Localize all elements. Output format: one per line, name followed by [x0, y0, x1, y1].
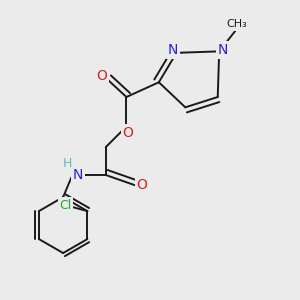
Text: N: N: [218, 43, 228, 57]
Text: O: O: [136, 178, 147, 192]
Text: CH₃: CH₃: [226, 19, 247, 29]
Text: N: N: [168, 44, 178, 58]
Text: Cl: Cl: [59, 199, 71, 212]
Text: O: O: [96, 69, 107, 83]
Text: H: H: [63, 157, 72, 170]
Text: O: O: [122, 126, 134, 140]
Text: N: N: [73, 168, 83, 182]
